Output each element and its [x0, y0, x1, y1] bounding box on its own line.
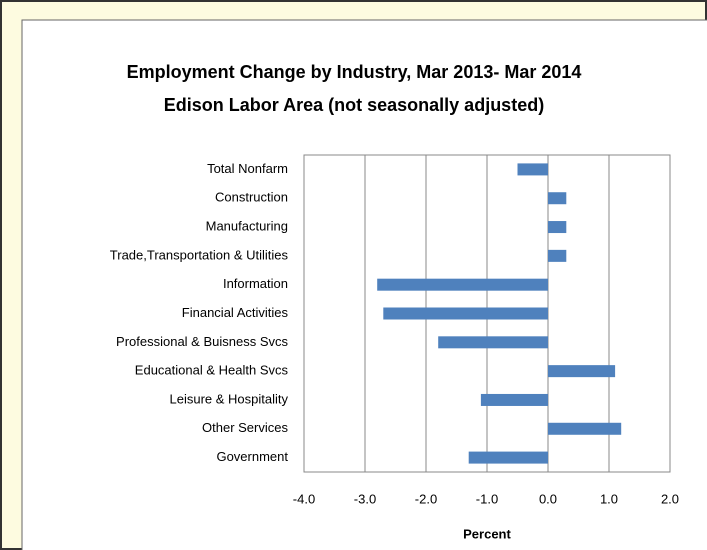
- bar: [548, 365, 616, 378]
- y-tick-label: Manufacturing: [206, 218, 288, 233]
- x-tick-label: -1.0: [476, 491, 498, 506]
- bar: [517, 163, 548, 176]
- bar: [468, 451, 548, 464]
- x-tick-label: 1.0: [600, 491, 618, 506]
- chart-subtitle: Edison Labor Area (not seasonally adjust…: [164, 95, 544, 115]
- x-tick-label: -3.0: [354, 491, 376, 506]
- bar: [548, 192, 567, 205]
- y-tick-label: Educational & Health Svcs: [135, 363, 289, 378]
- bar: [548, 249, 567, 262]
- chart-title: Employment Change by Industry, Mar 2013-…: [127, 62, 582, 82]
- bar: [548, 422, 622, 435]
- y-tick-label: Other Services: [202, 420, 288, 435]
- bar: [377, 278, 548, 291]
- y-tick-label: Total Nonfarm: [207, 161, 288, 176]
- y-tick-label: Financial Activities: [182, 305, 289, 320]
- y-tick-label: Government: [216, 449, 288, 464]
- bar: [438, 336, 548, 349]
- x-axis-label: Percent: [463, 526, 511, 541]
- bar: [383, 307, 548, 320]
- x-tick-label: -2.0: [415, 491, 437, 506]
- x-tick-label: 2.0: [661, 491, 679, 506]
- y-tick-label: Leisure & Hospitality: [170, 391, 289, 406]
- bar: [480, 393, 548, 406]
- y-tick-label: Construction: [215, 190, 288, 205]
- x-tick-label: 0.0: [539, 491, 557, 506]
- x-tick-label: -4.0: [293, 491, 315, 506]
- y-tick-label: Information: [223, 276, 288, 291]
- bar: [548, 221, 567, 234]
- y-tick-label: Professional & Buisness Svcs: [116, 334, 288, 349]
- y-tick-label: Trade,Transportation & Utilities: [110, 247, 289, 262]
